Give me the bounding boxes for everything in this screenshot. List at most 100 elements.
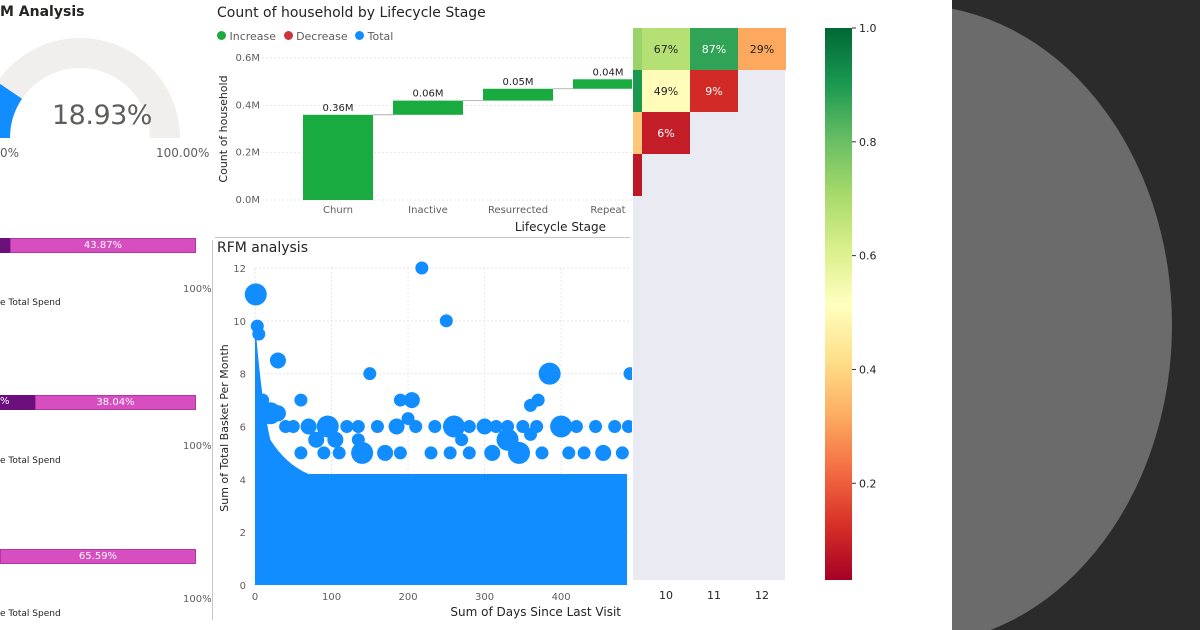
scatter-point[interactable] (608, 420, 622, 433)
bar-1-pink[interactable]: 43.87% (10, 238, 196, 253)
grey-circle-decoration (952, 5, 1172, 630)
scatter-point[interactable] (332, 446, 346, 460)
scatter-point[interactable] (294, 393, 308, 407)
scatter-point[interactable] (621, 420, 632, 433)
waterfall-bar-inactive[interactable] (393, 100, 463, 115)
bar-2-caption: e Total Spend (0, 456, 61, 466)
waterfall-data-label: 0.36M (323, 103, 354, 114)
scatter-point[interactable] (535, 446, 549, 460)
scatter-point[interactable] (294, 446, 308, 460)
scatter-point[interactable] (455, 433, 469, 447)
bar-2-purple[interactable]: % (0, 395, 35, 410)
waterfall-xtick: Repeat (590, 205, 625, 216)
scatter-point[interactable] (327, 431, 344, 448)
waterfall-data-label: 0.06M (413, 89, 444, 100)
scatter-ytick: 10 (233, 317, 246, 328)
scatter-point[interactable] (370, 420, 384, 433)
heatmap-cell[interactable] (690, 70, 738, 112)
waterfall-data-label: 0.05M (503, 77, 534, 88)
scatter-xtick: 300 (475, 592, 494, 603)
scatter-ytick: 12 (233, 264, 246, 275)
waterfall-xlabel: Lifecycle Stage (515, 220, 606, 234)
scatter-point[interactable] (623, 367, 633, 381)
scatter-point[interactable] (524, 398, 538, 412)
scatter-point[interactable] (508, 441, 531, 464)
scatter-point[interactable] (538, 362, 561, 385)
left-panel-divider (212, 240, 213, 620)
scatter-point[interactable] (428, 420, 442, 433)
scatter-point[interactable] (388, 418, 405, 435)
scatter-point[interactable] (317, 446, 331, 460)
heatmap-cell[interactable] (642, 70, 690, 112)
scatter-point[interactable] (589, 420, 603, 433)
scatter-point[interactable] (403, 392, 420, 409)
waterfall-bar-repeat[interactable] (573, 79, 632, 89)
scatter-point[interactable] (252, 327, 266, 341)
scatter-point[interactable] (269, 352, 286, 369)
heatmap-cell[interactable] (642, 28, 690, 70)
gauge-chart (0, 38, 180, 138)
scatter-point[interactable] (377, 444, 394, 461)
bar-3-axis-label: 100% (183, 594, 212, 605)
scatter-point[interactable] (550, 415, 573, 438)
heatmap-cell[interactable] (738, 28, 786, 70)
bar-2-axis-label: 100% (183, 441, 212, 452)
bar-2-value: 38.04% (96, 397, 135, 408)
waterfall-xtick: Resurrected (488, 205, 548, 216)
scatter-point[interactable] (300, 418, 317, 435)
scatter-point[interactable] (615, 446, 629, 460)
scatter-point[interactable] (409, 420, 423, 433)
heatmap-cell-label: 49% (654, 85, 678, 98)
waterfall-ytick: 0.6M (235, 53, 260, 64)
scatter-point[interactable] (351, 420, 365, 433)
scatter-ytick: 2 (240, 528, 246, 539)
scatter-point[interactable] (569, 420, 583, 433)
scatter-point[interactable] (316, 415, 339, 438)
scatter-point[interactable] (363, 367, 377, 381)
scatter-point[interactable] (393, 446, 407, 460)
scatter-xtick: 400 (552, 592, 571, 603)
legend-increase[interactable]: Increase (229, 30, 277, 43)
legend-total[interactable]: Total (367, 30, 394, 43)
scatter-ytick: 0 (240, 581, 246, 592)
scatter-point[interactable] (393, 393, 407, 407)
scatter-point[interactable] (476, 418, 493, 435)
scatter-point[interactable] (484, 444, 501, 461)
legend-total-dot (355, 31, 365, 40)
waterfall-ylabel: Count of household (217, 75, 230, 182)
scatter-point[interactable] (351, 441, 374, 464)
scatter-point[interactable] (595, 444, 612, 461)
heatmap-cell[interactable] (642, 112, 690, 154)
heatmap-cell[interactable] (690, 28, 738, 70)
scatter-point[interactable] (489, 420, 503, 433)
scatter-point[interactable] (524, 427, 538, 441)
scatter-point[interactable] (562, 446, 576, 460)
scatter-point[interactable] (439, 314, 453, 328)
waterfall-bar-churn[interactable] (303, 114, 373, 200)
colorbar-tick-label: 0.2 (859, 477, 877, 490)
waterfall-bar-resurrected[interactable] (483, 88, 553, 101)
scatter-point[interactable] (424, 446, 438, 460)
bar-3-pink[interactable]: 65.59% (0, 549, 196, 564)
legend-decrease[interactable]: Decrease (296, 30, 348, 43)
heatmap-cell-label: 87% (702, 43, 726, 56)
scatter-point[interactable] (577, 446, 591, 460)
waterfall-ytick: 0.2M (235, 148, 260, 159)
scatter-point[interactable] (340, 420, 354, 433)
scatter-point[interactable] (415, 261, 429, 275)
scatter-point[interactable] (462, 446, 476, 460)
scatter-point[interactable] (244, 283, 267, 306)
bar-1-axis-label: 100% (183, 284, 212, 295)
scatter-point[interactable] (286, 420, 300, 433)
bar-1-value: 43.87% (83, 240, 123, 251)
scatter-point[interactable] (443, 446, 457, 460)
bar-2-pink[interactable]: 38.04% (35, 395, 196, 410)
scatter-point[interactable] (269, 405, 286, 422)
scatter-ytick: 8 (240, 370, 246, 381)
bar-2-left-value: % (0, 396, 10, 407)
scatter-point[interactable] (308, 431, 325, 448)
gauge-fill (0, 83, 23, 138)
scatter-point[interactable] (462, 420, 476, 433)
scatter-point[interactable] (442, 415, 465, 438)
bar-1-purple[interactable] (0, 238, 10, 253)
